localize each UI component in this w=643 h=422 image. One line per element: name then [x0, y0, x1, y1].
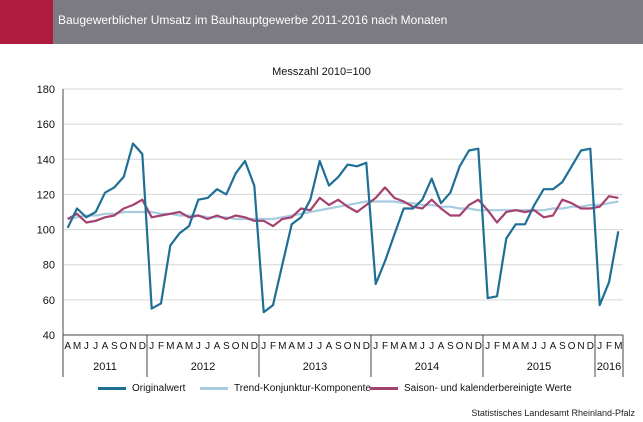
year-label: 2012	[191, 361, 215, 373]
x-tick-label: S	[447, 341, 454, 352]
x-tick-label: J	[597, 341, 602, 352]
x-tick-label: N	[577, 341, 584, 352]
y-tick-label: 160	[37, 119, 55, 131]
legend-label-saison: Saison- und kalenderbereinigte Werte	[404, 383, 572, 394]
x-tick-label: A	[64, 341, 71, 352]
x-tick-label: A	[288, 341, 295, 352]
legend-label-original: Originalwert	[132, 383, 186, 394]
x-tick-label: M	[297, 341, 305, 352]
title-bar: Baugewerblicher Umsatz im Bauhauptgewerb…	[0, 0, 643, 44]
x-tick-label: M	[409, 341, 417, 352]
x-tick-label: J	[532, 341, 537, 352]
source-note: Statistisches Landesamt Rheinland-Pfalz	[471, 408, 635, 418]
chart-title: Baugewerblicher Umsatz im Bauhauptgewerb…	[58, 13, 448, 27]
x-tick-label: J	[84, 341, 89, 352]
x-tick-label: D	[587, 341, 594, 352]
x-tick-label: O	[120, 341, 128, 352]
x-tick-label: D	[251, 341, 258, 352]
x-tick-label: N	[129, 341, 136, 352]
x-tick-label: A	[550, 341, 557, 352]
x-tick-label: N	[465, 341, 472, 352]
x-tick-label: A	[438, 341, 445, 352]
x-tick-label: J	[149, 341, 154, 352]
x-tick-label: S	[223, 341, 230, 352]
x-tick-label: J	[317, 341, 322, 352]
legend-label-trend: Trend-Konjunktur-Komponente	[234, 383, 371, 394]
x-tick-label: O	[344, 341, 352, 352]
x-tick-label: J	[485, 341, 490, 352]
x-tick-label: A	[512, 341, 519, 352]
legend-swatch-original	[98, 387, 126, 390]
year-label: 2011	[93, 361, 117, 373]
x-tick-label: M	[185, 341, 193, 352]
x-tick-label: F	[382, 341, 388, 352]
series-line-original	[66, 142, 620, 314]
x-tick-label: J	[261, 341, 266, 352]
y-tick-label: 60	[43, 295, 55, 307]
x-tick-label: N	[241, 341, 248, 352]
x-tick-label: S	[559, 341, 566, 352]
y-tick-label: 120	[37, 189, 55, 201]
series-line-trend	[67, 200, 619, 221]
x-tick-label: S	[335, 341, 342, 352]
x-tick-label: M	[166, 341, 174, 352]
x-tick-label: F	[494, 341, 500, 352]
x-tick-label: J	[420, 341, 425, 352]
x-tick-label: A	[102, 341, 109, 352]
x-tick-label: M	[502, 341, 510, 352]
x-tick-label: D	[475, 341, 482, 352]
chart-subtitle: Messzahl 2010=100	[272, 66, 371, 78]
x-tick-label: J	[205, 341, 210, 352]
y-tick-label: 180	[37, 84, 55, 96]
x-tick-label: D	[363, 341, 370, 352]
year-label: 2013	[303, 361, 327, 373]
x-tick-label: J	[429, 341, 434, 352]
x-tick-label: J	[196, 341, 201, 352]
x-tick-label: N	[353, 341, 360, 352]
x-tick-label: J	[373, 341, 378, 352]
accent-block	[0, 0, 53, 44]
year-label: 2014	[415, 361, 439, 373]
x-tick-label: M	[614, 341, 622, 352]
legend-item-original: Originalwert	[98, 383, 185, 394]
x-tick-label: F	[606, 341, 612, 352]
x-tick-label: F	[270, 341, 276, 352]
x-tick-label: M	[73, 341, 81, 352]
x-tick-label: F	[158, 341, 164, 352]
x-tick-label: A	[400, 341, 407, 352]
x-tick-label: J	[541, 341, 546, 352]
y-tick-label: 80	[43, 260, 55, 272]
series-line-saison	[67, 186, 619, 228]
legend-swatch-trend	[200, 387, 228, 390]
x-tick-label: M	[390, 341, 398, 352]
x-tick-label: O	[232, 341, 240, 352]
year-label: 2016	[597, 361, 621, 373]
y-tick-label: 140	[37, 154, 55, 166]
x-tick-label: S	[111, 341, 118, 352]
x-tick-label: D	[139, 341, 146, 352]
x-tick-label: A	[326, 341, 333, 352]
x-tick-label: J	[308, 341, 313, 352]
x-tick-label: O	[568, 341, 576, 352]
legend-swatch-saison	[370, 387, 398, 390]
year-label: 2015	[527, 361, 551, 373]
x-tick-label: A	[176, 341, 183, 352]
legend-item-saison: Saison- und kalenderbereinigte Werte	[370, 383, 572, 394]
x-tick-label: A	[214, 341, 221, 352]
y-tick-label: 40	[43, 330, 55, 342]
x-tick-label: O	[456, 341, 464, 352]
x-tick-label: M	[521, 341, 529, 352]
x-tick-label: J	[93, 341, 98, 352]
y-tick-label: 100	[37, 225, 55, 237]
x-tick-label: M	[278, 341, 286, 352]
legend-item-trend: Trend-Konjunktur-Komponente	[200, 383, 371, 394]
